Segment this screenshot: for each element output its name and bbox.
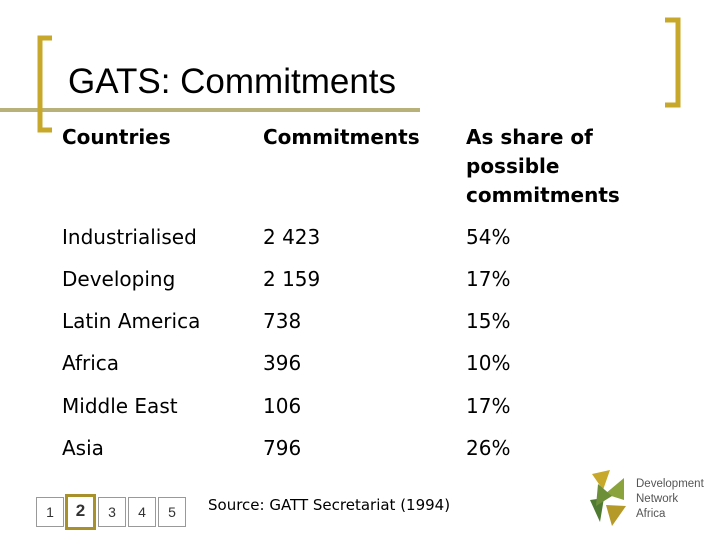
table-cell: 26% [466, 436, 511, 460]
table-cell: 15% [466, 309, 511, 333]
right-bracket [665, 17, 681, 108]
table-cell: Industrialised [62, 225, 197, 249]
page-button[interactable]: 4 [128, 497, 156, 527]
title-rule [0, 108, 420, 112]
page-button[interactable]: 2 [65, 494, 96, 530]
logo-text: Africa [636, 508, 666, 520]
table-cell: 738 [263, 309, 302, 333]
table-cell: 396 [263, 351, 302, 375]
table-cell: 54% [466, 225, 511, 249]
logo-text: Network [636, 493, 679, 505]
table-cell: 2 159 [263, 267, 321, 291]
logo-mark [590, 470, 626, 526]
column-header: Commitments [263, 125, 420, 149]
table-cell: Developing [62, 267, 176, 291]
table-cell: 17% [466, 394, 511, 418]
left-bracket [37, 35, 52, 133]
page-button[interactable]: 5 [158, 497, 186, 527]
column-header: Countries [62, 125, 171, 149]
table-cell: 2 423 [263, 225, 321, 249]
table-cell: Middle East [62, 394, 178, 418]
slide-title: GATS: Commitments [68, 62, 397, 101]
logo-text: Development [636, 478, 704, 490]
table-cell: Africa [62, 351, 120, 375]
page-button[interactable]: 3 [98, 497, 126, 527]
table-cell: 796 [263, 436, 302, 460]
table-cell: Latin America [62, 309, 201, 333]
source-note: Source: GATT Secretariat (1994) [208, 496, 451, 514]
table-cell: 10% [466, 351, 511, 375]
table-cell: 106 [263, 394, 302, 418]
table-cell: Asia [62, 436, 104, 460]
page-button[interactable]: 1 [36, 497, 64, 527]
table-cell: 17% [466, 267, 511, 291]
column-header: As share of possible commitments [466, 125, 620, 207]
